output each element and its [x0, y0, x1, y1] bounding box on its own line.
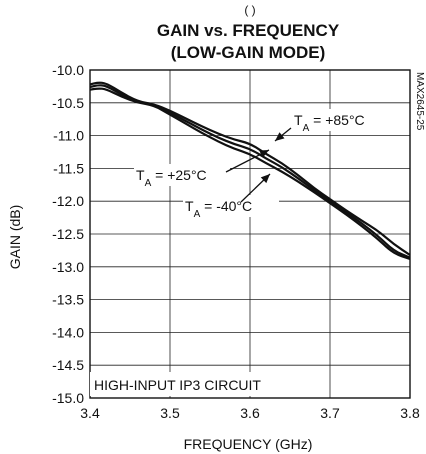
- x-tick-label: 3.4: [80, 405, 100, 421]
- series-line-2: [89, 84, 411, 259]
- top-partial-text: ( ): [244, 3, 255, 17]
- y-tick-label: -11.0: [53, 128, 84, 144]
- annotation-label: TA = +85°C: [294, 112, 365, 134]
- annotation-bg: [183, 195, 279, 217]
- x-tick-label: 3.5: [160, 405, 180, 421]
- annotation-arrow-head: [259, 150, 269, 158]
- annotation-arrow-head: [275, 132, 285, 141]
- series-line-3: [89, 87, 411, 260]
- y-tick-label: -10.5: [52, 95, 84, 111]
- y-tick-labels: -10.0 -10.5 -11.0 -11.5 -12.0 -12.5 -13.0 -13.5…: [52, 62, 84, 406]
- figure-code: MAX2645-25: [414, 72, 425, 131]
- x-axis-label: FREQUENCY (GHz): [184, 436, 313, 452]
- chart-title: GAIN vs. FREQUENCY: [157, 21, 340, 40]
- y-axis-label: GAIN (dB): [7, 205, 23, 270]
- annotation-bg: [134, 164, 230, 186]
- y-tick-label: -12.5: [52, 226, 84, 242]
- inset-label-bg: [90, 372, 266, 396]
- annotation-bg: [292, 109, 388, 131]
- series-group: [89, 81, 411, 260]
- annotation-label: TA = -40°C: [185, 198, 252, 220]
- annotation-label: TA = +25°C: [136, 167, 207, 189]
- y-tick-label: -13.5: [52, 292, 84, 308]
- y-tick-label: -13.0: [52, 259, 84, 275]
- y-tick-label: -12.0: [52, 193, 84, 209]
- x-tick-label: 3.7: [320, 405, 340, 421]
- y-tick-label: -15.0: [52, 390, 84, 406]
- y-tick-label: -14.0: [52, 324, 84, 340]
- x-tick-label: 3.6: [240, 405, 260, 421]
- annotation-arrow-head: [260, 174, 270, 184]
- inset-label: HIGH-INPUT IP3 CIRCUIT: [94, 377, 261, 393]
- series-line-1: [89, 81, 411, 256]
- y-tick-label: -14.5: [52, 357, 84, 373]
- plot-frame: [89, 69, 411, 399]
- x-tick-labels: 3.4 3.5 3.6 3.7 3.8: [80, 405, 420, 421]
- annotations: TA = +85°C TA = +25°C TA = -40°C: [134, 109, 388, 220]
- x-tick-label: 3.8: [400, 405, 420, 421]
- y-tick-label: -10.0: [52, 62, 84, 78]
- chart-subtitle: (LOW-GAIN MODE): [171, 43, 326, 62]
- y-tick-label: -11.5: [53, 160, 84, 176]
